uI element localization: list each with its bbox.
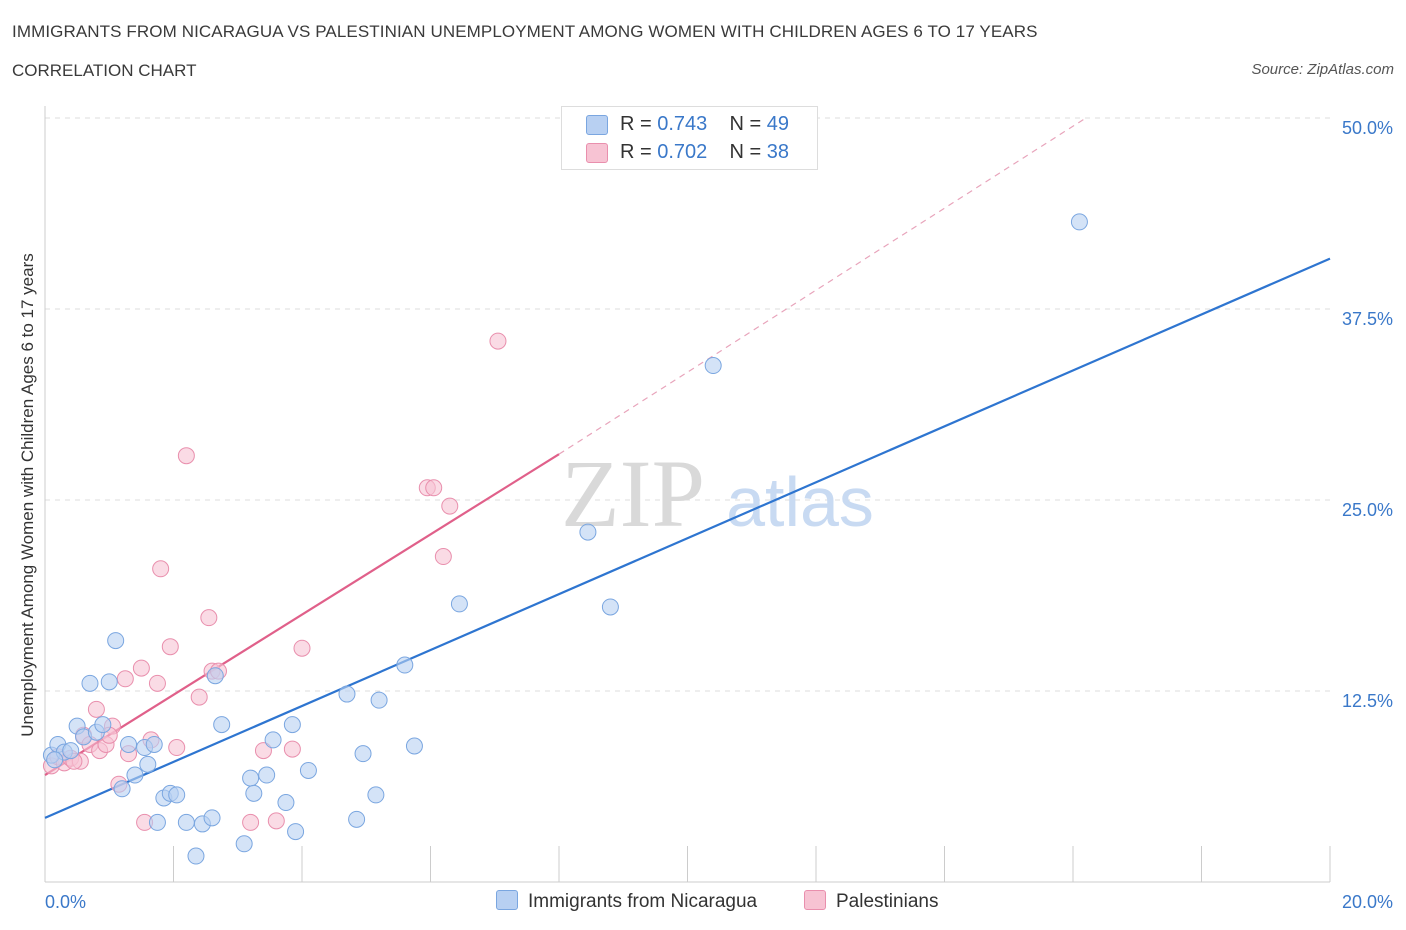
bottom-legend-swatch-pink	[804, 890, 826, 910]
legend-r-label: R =	[620, 113, 652, 135]
trend-line-palestinians-extension	[558, 117, 1087, 455]
data-points	[42, 213, 1088, 865]
point-nicaragua	[283, 716, 301, 734]
y-tick-label: 37.5%	[1342, 309, 1393, 329]
trend-lines	[44, 117, 1331, 819]
point-nicaragua	[367, 786, 385, 804]
point-nicaragua	[338, 685, 356, 703]
trend-line-palestinians	[44, 453, 560, 776]
tick-labels: 12.5% 25.0% 37.5% 50.0% 0.0% 20.0%	[45, 118, 1393, 912]
grid-lines	[45, 117, 1330, 692]
point-palestinians	[152, 560, 170, 578]
point-nicaragua	[168, 786, 186, 804]
point-palestinians	[161, 638, 179, 656]
point-nicaragua	[405, 737, 423, 755]
bottom-legend-label-nicaragua: Immigrants from Nicaragua	[528, 891, 758, 912]
point-palestinians	[132, 659, 150, 677]
legend-swatch-blue	[586, 115, 608, 135]
legend-n-label: N =	[729, 141, 762, 163]
point-nicaragua	[348, 810, 366, 828]
bottom-legend-label-palestinians: Palestinians	[836, 891, 939, 912]
point-nicaragua	[277, 794, 295, 812]
point-nicaragua	[206, 667, 224, 685]
y-tick-label: 12.5%	[1342, 691, 1393, 711]
point-nicaragua	[94, 716, 112, 734]
legend-n-label: N =	[729, 113, 762, 135]
x-tick-label: 0.0%	[45, 892, 86, 912]
point-palestinians	[441, 497, 459, 515]
point-palestinians	[489, 332, 507, 350]
point-palestinians	[168, 739, 186, 757]
point-palestinians	[87, 700, 105, 718]
legend-r-label: R =	[620, 141, 652, 163]
point-palestinians	[293, 639, 311, 657]
x-tick-label: 20.0%	[1342, 892, 1393, 912]
point-palestinians	[434, 548, 452, 566]
point-nicaragua	[145, 735, 163, 753]
y-tick-label: 50.0%	[1342, 118, 1393, 138]
point-nicaragua	[203, 809, 221, 827]
legend-n-value-nicaragua: 49	[766, 113, 790, 135]
point-palestinians	[177, 447, 195, 465]
point-nicaragua	[120, 735, 138, 753]
point-palestinians	[148, 674, 166, 692]
chart-subtitle: CORRELATION CHART	[12, 61, 197, 80]
point-nicaragua	[107, 632, 125, 650]
trend-line-nicaragua	[44, 257, 1331, 819]
point-nicaragua	[139, 755, 157, 773]
point-nicaragua	[450, 595, 468, 613]
point-palestinians	[200, 609, 218, 627]
point-palestinians	[190, 688, 208, 706]
point-palestinians	[283, 740, 301, 758]
source-credit: Source: ZipAtlas.com	[1251, 61, 1394, 78]
point-palestinians	[254, 742, 272, 760]
point-nicaragua	[177, 813, 195, 831]
bottom-legend-swatch-blue	[496, 890, 518, 910]
point-nicaragua	[396, 656, 414, 674]
point-nicaragua	[245, 784, 263, 802]
y-tick-label: 25.0%	[1342, 500, 1393, 520]
point-palestinians	[242, 813, 260, 831]
chart-title: IMMIGRANTS FROM NICARAGUA VS PALESTINIAN…	[12, 22, 1038, 41]
point-nicaragua	[287, 823, 305, 841]
point-nicaragua	[264, 731, 282, 749]
legend-r-value-palestinians: 0.702	[657, 141, 708, 163]
point-nicaragua	[370, 691, 388, 709]
legend-swatch-pink	[586, 143, 608, 163]
point-nicaragua	[113, 780, 131, 798]
point-nicaragua	[579, 523, 597, 541]
point-nicaragua	[81, 674, 99, 692]
bottom-legend-palestinians: Palestinians	[804, 890, 938, 913]
point-nicaragua	[187, 847, 205, 865]
point-palestinians	[267, 812, 285, 830]
watermark: ZIP atlas	[561, 440, 874, 547]
point-nicaragua	[213, 716, 231, 734]
point-nicaragua	[601, 598, 619, 616]
point-nicaragua	[704, 357, 722, 375]
point-nicaragua	[62, 742, 80, 760]
correlation-legend: R = 0.743 N = 49 R = 0.702 N = 38	[561, 106, 818, 170]
point-nicaragua	[354, 745, 372, 763]
y-axis-label: Unemployment Among Women with Children A…	[18, 253, 37, 737]
point-nicaragua	[148, 813, 166, 831]
point-nicaragua	[126, 766, 144, 784]
legend-n-value-palestinians: 38	[766, 141, 790, 163]
watermark-atlas: atlas	[726, 463, 874, 541]
point-palestinians	[116, 670, 134, 688]
point-nicaragua	[299, 761, 317, 779]
point-nicaragua	[258, 766, 276, 784]
point-nicaragua	[235, 835, 253, 853]
point-nicaragua	[242, 769, 260, 787]
point-nicaragua	[1070, 213, 1088, 231]
point-nicaragua	[46, 751, 64, 769]
legend-r-value-nicaragua: 0.743	[657, 113, 708, 135]
point-palestinians	[425, 479, 443, 497]
point-nicaragua	[100, 673, 118, 691]
bottom-legend-nicaragua: Immigrants from Nicaragua	[496, 890, 757, 913]
